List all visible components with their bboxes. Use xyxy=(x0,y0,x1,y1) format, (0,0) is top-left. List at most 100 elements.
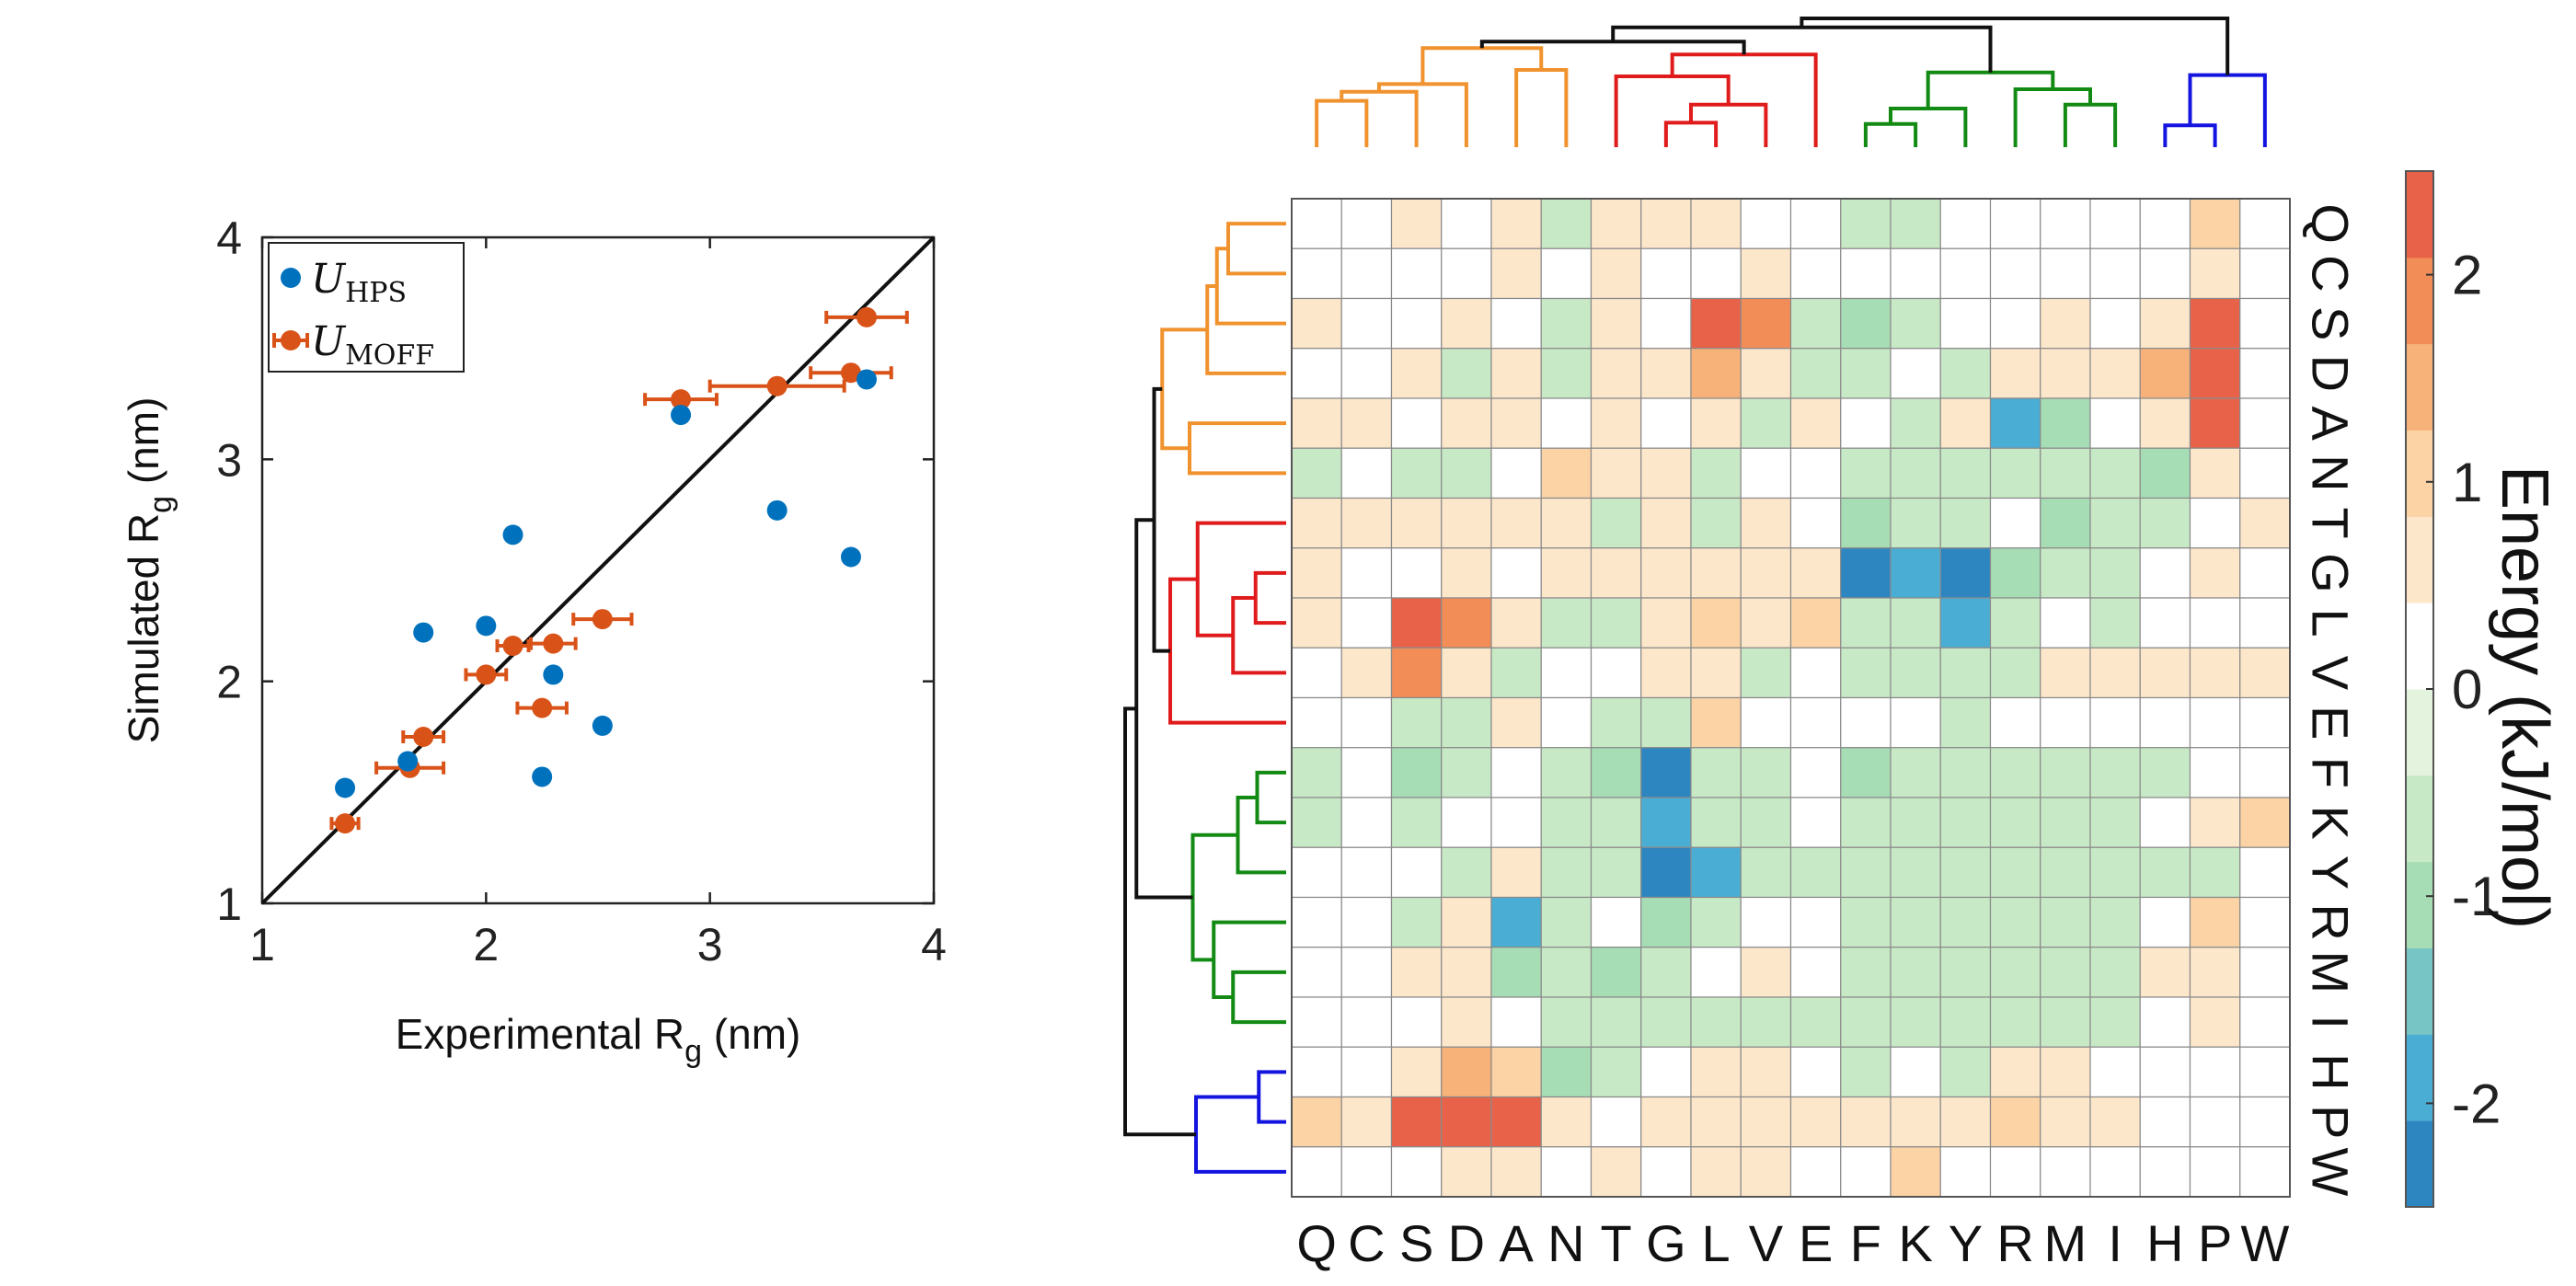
heatmap-cell xyxy=(2189,1146,2241,1198)
heatmap-cell xyxy=(1590,397,1642,449)
y-tick-label: 3 xyxy=(216,434,242,486)
moff-point xyxy=(543,633,564,654)
heatmap-cell xyxy=(2139,647,2191,699)
colorbar-level xyxy=(2406,603,2433,690)
heatmap-cell xyxy=(1890,846,1941,899)
heatmap-cell xyxy=(1840,896,1892,948)
row-label: W xyxy=(2302,1147,2360,1196)
heatmap-cell xyxy=(1840,696,1892,749)
dendrogram-link xyxy=(1160,327,1208,451)
heatmap-cell xyxy=(1789,447,1842,499)
heatmap-cell xyxy=(2040,1046,2091,1098)
heatmap-cell xyxy=(1640,597,1692,649)
heatmap-cell xyxy=(1640,447,1692,499)
heatmap-cell xyxy=(1340,947,1393,998)
heatmap-cell xyxy=(1939,1146,1992,1198)
heatmap-cell xyxy=(1340,1146,1393,1198)
heatmap-cell xyxy=(2239,348,2291,399)
heatmap-cell xyxy=(1640,497,1692,549)
heatmap-cell xyxy=(2239,696,2291,749)
hps-point xyxy=(413,622,434,643)
heatmap-cell xyxy=(1540,447,1593,499)
heatmap-cell xyxy=(1939,1046,1992,1098)
heatmap-cell xyxy=(1840,547,1892,599)
x-tick-label: 1 xyxy=(249,919,275,970)
heatmap-cell xyxy=(1989,846,2041,899)
heatmap-cell xyxy=(1441,747,1492,798)
heatmap-cell xyxy=(1441,297,1492,350)
heatmap-cell xyxy=(1390,896,1443,948)
heatmap-cell xyxy=(1640,297,1692,350)
heatmap-cell xyxy=(1590,247,1642,300)
legend-label-moff: UMOFF xyxy=(311,318,434,372)
heatmap-cell xyxy=(1740,647,1792,699)
column-label: L xyxy=(1702,1214,1731,1272)
heatmap-cell xyxy=(1390,1146,1443,1198)
heatmap-cell xyxy=(1640,397,1692,449)
heatmap-cell xyxy=(2139,896,2191,948)
moff-point xyxy=(857,306,877,327)
heatmap-cell xyxy=(1740,198,1792,249)
heatmap-cell xyxy=(1390,947,1443,998)
heatmap-cell xyxy=(2139,747,2191,798)
heatmap-cell xyxy=(2089,846,2141,899)
moff-point xyxy=(671,389,692,410)
heatmap-cell xyxy=(1740,547,1792,599)
heatmap-cell xyxy=(1291,497,1342,549)
heatmap-cell xyxy=(1590,947,1642,998)
heatmap-cell xyxy=(1340,497,1393,549)
heatmap-cell xyxy=(2089,947,2141,998)
heatmap-cell xyxy=(1890,947,1941,998)
legend: UHPS UMOFF xyxy=(268,242,465,373)
heatmap-cell xyxy=(1540,497,1593,549)
heatmap-cell xyxy=(2089,1046,2141,1098)
heatmap-cell xyxy=(1540,547,1593,599)
dendrogram-link xyxy=(1212,920,1286,999)
heatmap-cell xyxy=(1789,497,1842,549)
heatmap-cell xyxy=(2089,1096,2141,1148)
heatmap-cell xyxy=(2040,846,2091,899)
heatmap-cell xyxy=(1441,1096,1492,1148)
heatmap-cell xyxy=(1291,247,1342,300)
dendrogram-link xyxy=(1255,770,1286,825)
row-label: T xyxy=(2302,508,2360,539)
heatmap-cell xyxy=(1540,348,1593,399)
row-label: F xyxy=(2302,757,2360,788)
heatmap-cell xyxy=(1989,1046,2041,1098)
heatmap-cell xyxy=(2139,547,2191,599)
heatmap-cell xyxy=(1540,297,1593,350)
scatter-ticks: 1 2 3 4 1 2 3 4 xyxy=(216,212,947,970)
heatmap-cell xyxy=(1789,198,1842,249)
heatmap-cell xyxy=(1490,947,1542,998)
heatmap-cell xyxy=(1789,1046,1842,1098)
heatmap-cell xyxy=(2040,1096,2091,1148)
heatmap-cell xyxy=(2189,1046,2241,1098)
dendrogram-link xyxy=(1663,121,1719,147)
heatmap-cell xyxy=(1939,996,1992,1048)
heatmap-cell xyxy=(1340,447,1393,499)
heatmap-cell xyxy=(2089,647,2141,699)
heatmap-cell xyxy=(1890,1146,1941,1198)
heatmap-cell xyxy=(1989,647,2041,699)
heatmap-cell xyxy=(1291,947,1342,998)
heatmap-cell xyxy=(2040,647,2091,699)
hps-point xyxy=(543,664,564,685)
heatmap-cell xyxy=(2089,696,2141,749)
heatmap-cell xyxy=(1590,1046,1642,1098)
heatmap-cell xyxy=(1291,696,1342,749)
hps-point xyxy=(766,499,788,521)
hps-point xyxy=(592,715,613,736)
heatmap-cell xyxy=(1441,947,1492,998)
heatmap-cell xyxy=(1690,348,1742,399)
row-label: V xyxy=(2302,656,2360,691)
heatmap-cell xyxy=(1690,297,1742,350)
heatmap-cell xyxy=(1441,797,1492,848)
heatmap-cell xyxy=(1740,1046,1792,1098)
heatmap-cell xyxy=(1989,497,2041,549)
heatmap-cell xyxy=(2239,397,2291,449)
heatmap-cell xyxy=(1490,348,1542,399)
heatmap-cell xyxy=(2139,297,2191,350)
dendrogram-link xyxy=(1168,577,1286,725)
heatmap-cell xyxy=(2089,447,2141,499)
